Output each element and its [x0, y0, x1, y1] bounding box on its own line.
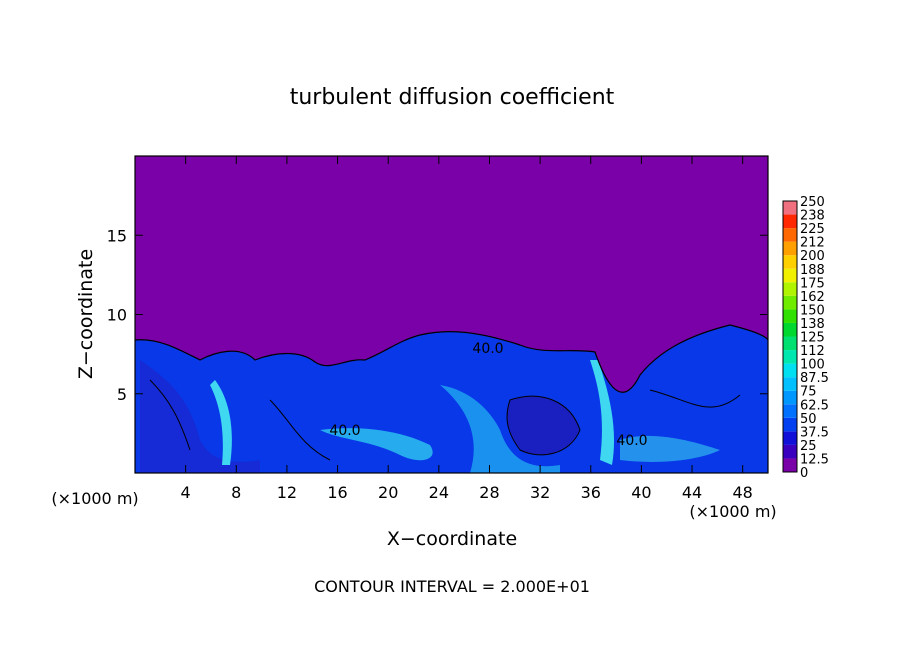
- colorbar-band: [783, 282, 797, 296]
- field: [134, 156, 769, 473]
- x-axis-label: X−coordinate: [387, 528, 517, 550]
- colorbar-label: 188: [800, 263, 825, 278]
- colorbar-band: [783, 336, 797, 351]
- colorbar-label: 12.5: [800, 452, 829, 467]
- colorbar-band: [783, 350, 797, 364]
- colorbar-band: [783, 444, 797, 459]
- colorbar-label: 62.5: [800, 398, 829, 413]
- streak: [320, 428, 433, 461]
- colorbar-label: 75: [800, 385, 817, 400]
- streak: [590, 360, 615, 465]
- y-axis-label: Z−coordinate: [75, 249, 97, 379]
- colorbar-label: 50: [800, 412, 817, 427]
- x-unit-label: (×1000 m): [689, 502, 776, 521]
- contour-line: [506, 395, 581, 456]
- colorbar-band: [783, 322, 797, 337]
- contour-label: 40.0: [329, 423, 360, 439]
- colorbar-label: 37.5: [800, 425, 829, 440]
- colorbar-band: [783, 431, 797, 445]
- colorbar-label: 112: [800, 344, 825, 359]
- y-tick-label: 10: [107, 306, 127, 325]
- colorbar-band: [783, 417, 797, 432]
- colorbar-label: 175: [800, 276, 825, 291]
- colorbar-band: [783, 390, 797, 405]
- colorbar-band: [783, 214, 797, 229]
- x-tick-label: 16: [327, 483, 347, 502]
- chart-title: turbulent diffusion coefficient: [290, 85, 615, 110]
- x-tick-label: 12: [277, 483, 297, 502]
- colorbar-label: 162: [800, 290, 825, 305]
- colorbar-label: 238: [800, 209, 825, 224]
- y-tick-label: 15: [107, 226, 127, 245]
- contour-label: 40.0: [472, 341, 503, 357]
- x-tick-label: 20: [378, 483, 398, 502]
- colorbar-band: [783, 309, 797, 323]
- colorbar-label: 150: [800, 303, 825, 318]
- streak: [210, 380, 232, 465]
- colorbar-band: [783, 295, 797, 310]
- y-unit-label: (×1000 m): [51, 489, 138, 508]
- colorbar-label: 225: [800, 222, 825, 237]
- y-tick-label: 5: [117, 385, 127, 404]
- x-tick-label: 8: [231, 483, 241, 502]
- contour-label: 40.0: [616, 433, 647, 449]
- x-tick-label: 28: [479, 483, 499, 502]
- colorbar-frame: [782, 200, 798, 473]
- colorbar-band: [783, 363, 797, 378]
- x-tick-label: 40: [631, 483, 651, 502]
- x-tick-label: 36: [581, 483, 601, 502]
- colorbar-label: 25: [800, 439, 817, 454]
- colorbar-band: [783, 255, 797, 269]
- colorbar-band: [783, 404, 797, 418]
- x-tick-label: 44: [682, 483, 702, 502]
- contour-line: [134, 324, 769, 393]
- colorbar-band: [783, 241, 797, 256]
- x-tick-label: 4: [181, 483, 191, 502]
- colorbar-label: 138: [800, 317, 825, 332]
- colorbar-label: 87.5: [800, 371, 829, 386]
- x-tick-label: 48: [733, 483, 753, 502]
- eddy: [507, 396, 580, 455]
- colorbar-label: 0: [800, 466, 808, 481]
- footer: CONTOUR INTERVAL = 2.000E+01: [314, 577, 590, 596]
- streak: [620, 435, 720, 462]
- colorbar-label: 212: [800, 236, 825, 251]
- colorbar-label: 100: [800, 358, 825, 373]
- contour-line: [149, 379, 741, 461]
- streak: [440, 385, 560, 473]
- colorbar-band: [783, 268, 797, 283]
- colorbar-band: [783, 458, 797, 472]
- x-tick-label: 24: [429, 483, 449, 502]
- colorbar-label: 200: [800, 249, 825, 264]
- x-tick-label: 32: [530, 483, 550, 502]
- colorbar-label: 250: [800, 195, 825, 210]
- colorbar-band: [783, 377, 797, 391]
- colorbar-label: 125: [800, 331, 825, 346]
- colorbar-band: [783, 201, 797, 215]
- eddy: [140, 360, 260, 473]
- colorbar-band: [783, 228, 797, 242]
